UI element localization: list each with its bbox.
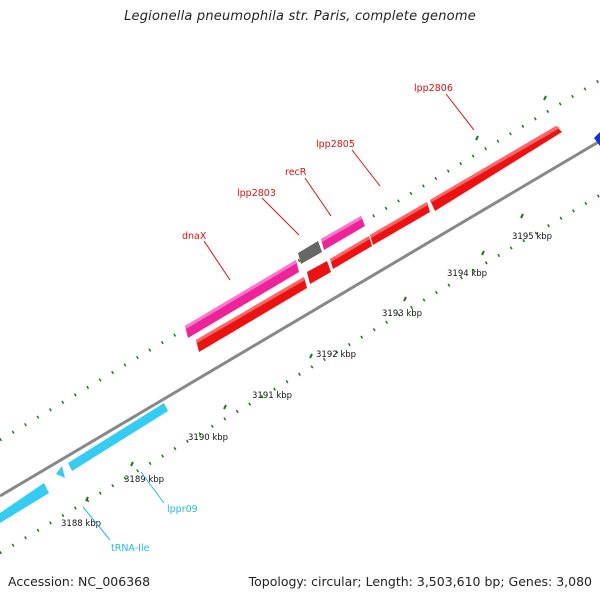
tick-label-3192: 3192 kbp <box>316 350 356 360</box>
tick-label-3189: 3189 kbp <box>124 475 164 485</box>
label-leaders-cyan <box>82 471 165 541</box>
label-lppr09[interactable]: lppr09 <box>167 504 198 515</box>
tick-label-3190: 3190 kbp <box>188 433 228 443</box>
gene-lppr09[interactable] <box>56 466 65 478</box>
gene-cyan-upper[interactable] <box>68 403 168 471</box>
gene-pseudo[interactable] <box>298 241 322 264</box>
label-trna-ile[interactable]: tRNA-Ile <box>111 543 150 554</box>
tick-label-3194: 3194 kbp <box>447 269 487 279</box>
label-lpp2805[interactable]: lpp2805 <box>316 139 355 150</box>
gene-lpp2806[interactable] <box>430 126 562 211</box>
gc-track-upper <box>0 78 600 442</box>
label-leaders-red <box>203 93 475 281</box>
genome-backbone <box>0 139 600 498</box>
genome-stats-text: Topology: circular; Length: 3,503,610 bp… <box>248 574 592 589</box>
tick-label-3195: 3195 kbp <box>512 232 552 242</box>
scale-tick-marks <box>85 95 547 502</box>
gc-track-lower <box>0 193 600 555</box>
label-recR[interactable]: recR <box>285 167 307 178</box>
gene-recR[interactable] <box>321 216 365 250</box>
label-lpp2806[interactable]: lpp2806 <box>414 83 453 94</box>
gene-lpp2805[interactable] <box>370 202 430 245</box>
label-dnaX[interactable]: dnaX <box>182 231 207 242</box>
gene-dnaX-cds[interactable] <box>196 277 307 352</box>
tick-label-3193: 3193 kbp <box>382 309 422 319</box>
accession-text: Accession: NC_006368 <box>8 574 151 589</box>
tick-label-3191: 3191 kbp <box>252 391 292 401</box>
gene-offscreen-right[interactable] <box>594 132 600 146</box>
gene-lpp2805b[interactable] <box>330 236 372 269</box>
label-lpp2803[interactable]: lpp2803 <box>237 188 276 199</box>
gene-lpp2803[interactable] <box>307 261 331 284</box>
gene-trna-ile[interactable] <box>0 483 49 523</box>
map-title: Legionella pneumophila str. Paris, compl… <box>124 9 476 24</box>
gene-dnaX[interactable] <box>185 260 299 338</box>
tick-label-3188: 3188 kbp <box>61 519 101 529</box>
